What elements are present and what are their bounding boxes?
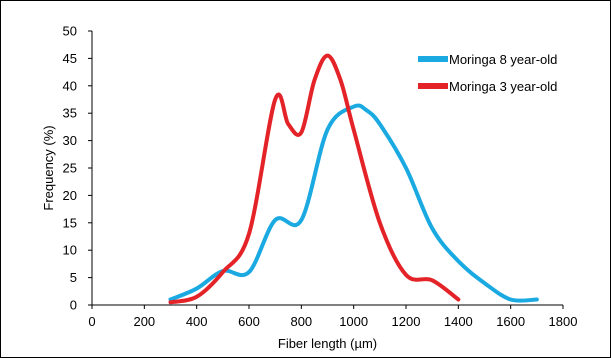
- y-tick-label: 40: [63, 78, 77, 93]
- y-tick-label: 10: [63, 243, 77, 258]
- ticks: 0 200 400 600 800 1000 1200 1400 1600 1800 0 5 10 15 2…: [63, 24, 578, 330]
- x-tick-label: 800: [290, 314, 312, 329]
- x-tick-label: 1400: [444, 314, 473, 329]
- legend-label: Moringa 8 year-old: [449, 52, 557, 67]
- y-tick-label: 25: [63, 161, 77, 176]
- y-tick-label: 50: [63, 24, 77, 39]
- legend-label: Moringa 3 year-old: [449, 79, 557, 94]
- axes: [91, 31, 563, 306]
- y-tick-label: 15: [63, 215, 77, 230]
- y-tick-label: 0: [70, 298, 77, 313]
- y-tick-label: 35: [63, 106, 77, 121]
- x-tick-label: 1000: [339, 314, 368, 329]
- x-tick-label: 1800: [549, 314, 578, 329]
- legend: Moringa 8 year-old Moringa 3 year-old: [418, 52, 557, 94]
- x-tick-label: 1200: [392, 314, 421, 329]
- x-tick-label: 600: [238, 314, 260, 329]
- x-tick-label: 1600: [496, 314, 525, 329]
- series-layer: [168, 53, 539, 305]
- y-tick-label: 20: [63, 188, 77, 203]
- x-axis-title: Fiber length (µm): [278, 336, 377, 351]
- x-tick-label: 200: [133, 314, 155, 329]
- y-tick-label: 5: [70, 270, 77, 285]
- x-tick-label: 0: [88, 314, 95, 329]
- y-axis-title: Frequency (%): [41, 125, 56, 210]
- series-line-2: [168, 53, 461, 305]
- x-tick-label: 400: [186, 314, 208, 329]
- y-tick-label: 30: [63, 133, 77, 148]
- series-line-1: [168, 103, 539, 303]
- y-tick-label: 45: [63, 51, 77, 66]
